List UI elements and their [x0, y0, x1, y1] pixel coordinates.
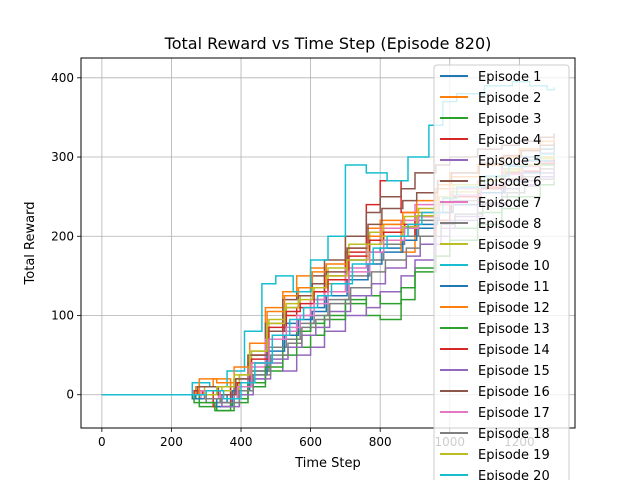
legend-label: Episode 1 [478, 70, 541, 85]
legend-label: Episode 15 [478, 364, 550, 379]
y-tick-label: 400 [51, 71, 74, 85]
x-tick-label: 800 [369, 435, 392, 449]
legend-label: Episode 11 [478, 280, 550, 295]
plot-frame [80, 57, 576, 429]
x-tick-label: 0 [98, 435, 106, 449]
chart-title: Total Reward vs Time Step (Episode 820) [164, 34, 492, 53]
legend: Episode 1 Episode 2 Episode 3 Episode 4 Epis… [433, 64, 570, 480]
y-tick-label: 0 [66, 388, 74, 402]
legend-label: Episode 9 [478, 238, 541, 253]
legend-box [433, 64, 570, 480]
x-tick-label: 200 [160, 435, 183, 449]
x-tick-label: 400 [230, 435, 253, 449]
legend-label: Episode 10 [478, 259, 550, 274]
legend-label: Episode 6 [478, 175, 541, 190]
legend-label: Episode 14 [478, 343, 550, 358]
legend-label: Episode 17 [478, 406, 550, 421]
x-tick-label: 600 [299, 435, 322, 449]
legend-label: Episode 4 [478, 133, 541, 148]
legend-label: Episode 20 [478, 469, 550, 480]
legend-label: Episode 5 [478, 154, 541, 169]
legend-label: Episode 7 [478, 196, 541, 211]
x-axis-label: Time Step [294, 456, 361, 471]
legend-label: Episode 8 [478, 217, 541, 232]
legend-label: Episode 3 [478, 112, 541, 127]
legend-label: Episode 12 [478, 301, 550, 316]
legend-label: Episode 19 [478, 448, 550, 463]
y-tick-label: 200 [51, 229, 74, 243]
y-axis-label: Total Reward [23, 202, 38, 286]
legend-label: Episode 13 [478, 322, 550, 337]
legend-label: Episode 18 [478, 427, 550, 442]
y-tick-label: 100 [51, 308, 74, 322]
legend-label: Episode 2 [478, 91, 541, 106]
y-tick-label: 300 [51, 150, 74, 164]
legend-label: Episode 16 [478, 385, 550, 400]
